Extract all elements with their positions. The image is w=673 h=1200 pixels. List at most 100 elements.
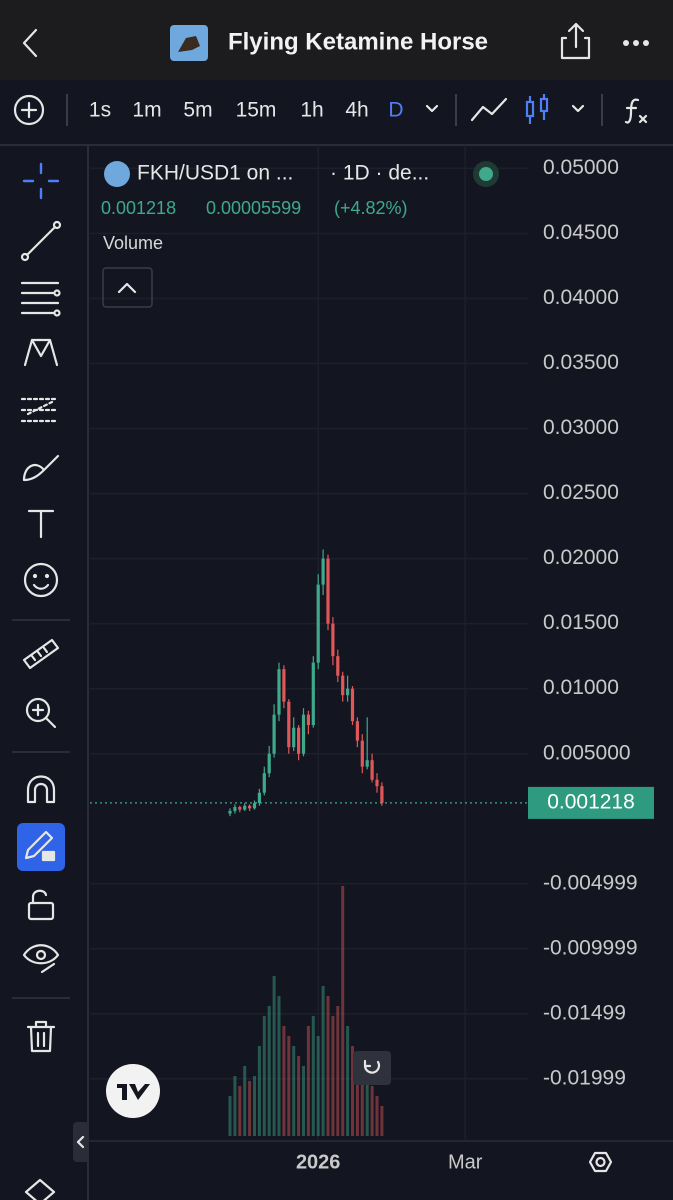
- candle-chart-button[interactable]: [525, 94, 549, 124]
- volume-bar: [233, 1076, 237, 1136]
- reset-button[interactable]: [353, 1051, 391, 1085]
- delete-tool[interactable]: [26, 1020, 56, 1053]
- crosshair-tool[interactable]: [22, 162, 60, 200]
- line-chart-button[interactable]: [470, 97, 508, 122]
- toolbar: [0, 80, 673, 144]
- settings-button[interactable]: [588, 1151, 613, 1173]
- prediction-tool[interactable]: [20, 397, 60, 423]
- volume-bar: [297, 1056, 301, 1136]
- price-change: 0.00005599: [206, 198, 301, 218]
- pattern-tool[interactable]: [23, 338, 59, 367]
- candle-body: [267, 753, 271, 774]
- y-tick-label: 0.005000: [543, 741, 631, 764]
- collapse-tab[interactable]: [73, 1122, 89, 1162]
- unlock-tool[interactable]: [27, 889, 55, 921]
- more-button[interactable]: [623, 40, 649, 46]
- y-tick-label: 0.03000: [543, 416, 619, 439]
- indicators-button[interactable]: [624, 98, 648, 124]
- volume-label: Volume: [103, 233, 163, 253]
- candle-body: [365, 760, 369, 767]
- y-tick-label: -0.01999: [543, 1066, 626, 1089]
- candle-body: [311, 662, 315, 726]
- candle-body: [350, 688, 355, 722]
- text-tool[interactable]: [27, 509, 55, 539]
- candle-body: [341, 675, 345, 696]
- y-tick-label: -0.01499: [543, 1001, 626, 1024]
- volume-bar: [355, 1056, 359, 1136]
- interval-button[interactable]: 1m: [132, 99, 161, 122]
- interval-button[interactable]: 15m: [236, 99, 277, 122]
- candle-body: [336, 656, 340, 676]
- ruler-tool[interactable]: [22, 638, 60, 670]
- layers-tool[interactable]: [24, 1178, 56, 1200]
- candle-body: [287, 701, 291, 748]
- magnet-tool[interactable]: [26, 775, 56, 804]
- volume-bar: [360, 1066, 364, 1136]
- volume-bar: [351, 1046, 354, 1136]
- volume-bar: [253, 1076, 256, 1136]
- last-price-tag: [528, 786, 654, 819]
- emoji-tool[interactable]: [23, 562, 59, 598]
- candle-body: [346, 688, 350, 696]
- chart-type-menu[interactable]: [571, 104, 585, 113]
- y-tick-label: 0.03500: [543, 351, 619, 374]
- y-tick-label: -0.004999: [543, 871, 638, 894]
- candle-body: [282, 669, 286, 702]
- volume-bar: [277, 996, 281, 1136]
- fib-tool[interactable]: [20, 281, 61, 317]
- collapse-legend-button[interactable]: [102, 267, 153, 308]
- status-dot: [479, 167, 493, 181]
- reset-icon: [363, 1059, 381, 1074]
- volume-bar: [248, 1081, 252, 1136]
- interval-menu[interactable]: [425, 104, 439, 113]
- candle-body: [326, 558, 330, 624]
- price-change-pct: (+4.82%): [334, 198, 408, 218]
- collapse-icon: [76, 1135, 85, 1149]
- symbol-avatar: [104, 161, 130, 187]
- x-tick-label: Mar: [448, 1151, 483, 1173]
- page-title: Flying Ketamine Horse: [228, 28, 488, 55]
- candle-body: [306, 714, 310, 726]
- interval-button[interactable]: 5m: [183, 99, 212, 122]
- candle-body: [375, 779, 379, 787]
- candle-body: [257, 792, 261, 804]
- volume-bar: [287, 1036, 291, 1136]
- candle-body: [243, 805, 247, 810]
- trend-line-tool[interactable]: [20, 220, 62, 262]
- interval-button[interactable]: 4h: [345, 99, 368, 122]
- volume-bar: [316, 1036, 320, 1136]
- back-button[interactable]: [22, 28, 38, 58]
- share-button[interactable]: [560, 22, 591, 60]
- interval-button[interactable]: D: [388, 99, 403, 122]
- add-indicator-button[interactable]: [13, 94, 45, 126]
- lock-drawing-tool[interactable]: [17, 823, 65, 871]
- candle-body: [321, 558, 325, 585]
- interval-button[interactable]: 1h: [300, 99, 323, 122]
- y-tick-label: 0.04000: [543, 286, 619, 309]
- volume-bar: [267, 1006, 271, 1136]
- last-price-tag-label: 0.001218: [547, 790, 635, 813]
- visibility-tool[interactable]: [22, 944, 60, 974]
- symbol: FKH/USD1 on ...: [137, 162, 293, 185]
- interval-button[interactable]: 1s: [89, 99, 111, 122]
- y-tick-label: -0.009999: [543, 936, 638, 959]
- y-tick-label: 0.01000: [543, 676, 619, 699]
- candle-body: [238, 807, 242, 810]
- volume-bar: [306, 1026, 310, 1136]
- candle-body: [233, 807, 237, 811]
- volume-bar: [331, 1016, 335, 1136]
- candle-body: [272, 714, 276, 754]
- brush-tool[interactable]: [22, 454, 60, 482]
- pencil-icon: [24, 830, 56, 862]
- volume-bar: [346, 1026, 350, 1136]
- candle-body: [331, 623, 335, 657]
- y-tick-label: 0.05000: [543, 156, 619, 179]
- volume-bar: [228, 1096, 232, 1136]
- candle-body: [316, 584, 320, 663]
- volume-bar: [282, 1026, 286, 1136]
- candle-body: [297, 727, 301, 754]
- volume-bar: [262, 1016, 266, 1136]
- zoom-tool[interactable]: [25, 697, 57, 729]
